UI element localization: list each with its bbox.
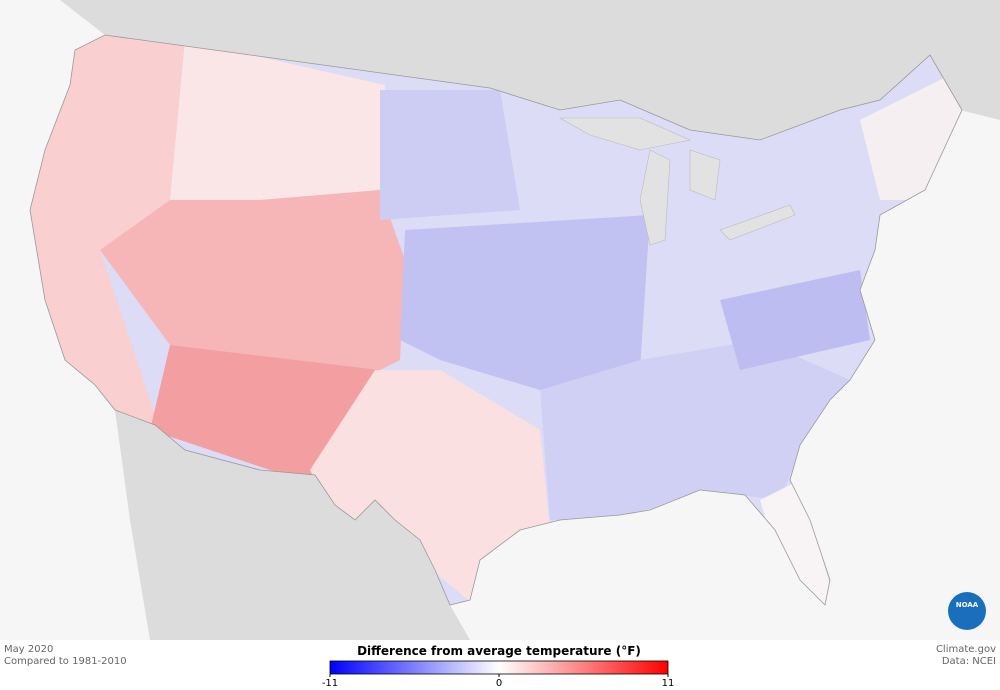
region [170, 40, 385, 200]
lake [689, 149, 721, 201]
region [720, 270, 870, 370]
baseline: Compared to 1981-2010 [4, 656, 127, 667]
logo-text: NOAA [956, 601, 979, 609]
date: May 2020 [4, 644, 53, 655]
legend-title: Difference from average temperature (°F) [357, 644, 641, 658]
mexico [115, 410, 470, 640]
colorbar [329, 660, 669, 675]
region [150, 345, 380, 480]
canada [60, 0, 1000, 140]
lake [639, 149, 671, 246]
region [380, 90, 520, 220]
great-lakes [558, 117, 796, 246]
us-outline [29, 34, 963, 606]
lake [719, 204, 796, 241]
region [400, 215, 650, 390]
region [540, 340, 850, 520]
noaa-logo [948, 592, 986, 630]
region [100, 190, 405, 370]
tick-label: 11 [662, 678, 675, 689]
region [310, 370, 550, 605]
tick-label: 0 [496, 678, 502, 689]
lake [558, 117, 691, 151]
tick-label: -11 [322, 678, 338, 689]
credit: Climate.gov [936, 644, 996, 655]
region [760, 480, 840, 605]
source: Data: NCEI [942, 656, 996, 667]
